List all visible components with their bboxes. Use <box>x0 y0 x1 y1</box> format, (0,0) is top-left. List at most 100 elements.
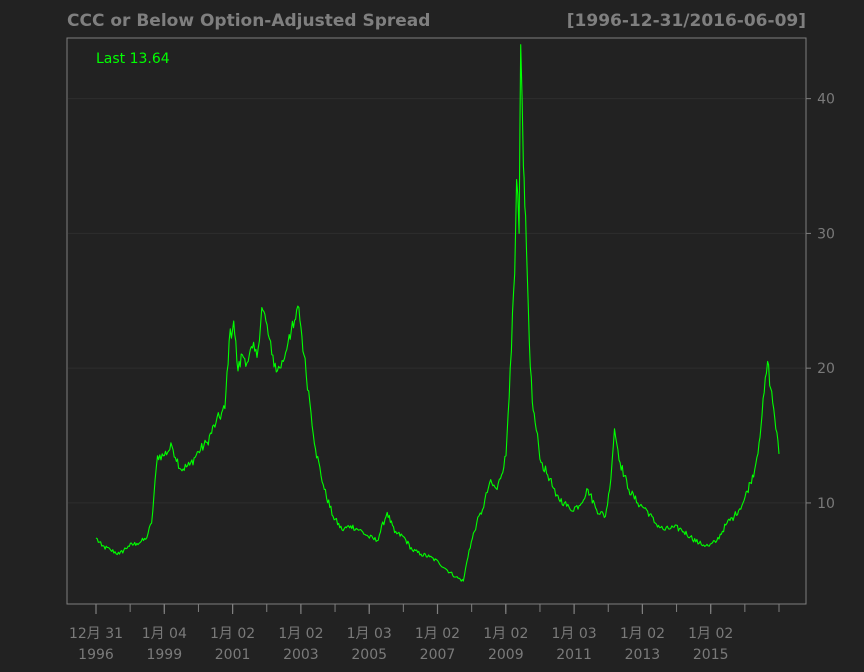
data-point <box>376 540 378 542</box>
x-tick-year-label: 2011 <box>556 647 592 663</box>
x-tick-year-label: 1996 <box>78 647 114 663</box>
data-point <box>733 515 735 517</box>
data-point <box>488 482 490 484</box>
data-point <box>515 178 517 180</box>
data-point <box>109 549 111 551</box>
data-point <box>531 401 533 403</box>
x-tick-year-label: 2001 <box>215 647 251 663</box>
data-point <box>778 453 780 455</box>
data-point <box>505 455 507 457</box>
data-point <box>619 461 621 463</box>
y-tick-label: 10 <box>817 496 835 512</box>
y-tick-label: 30 <box>817 226 835 242</box>
data-point <box>698 542 700 544</box>
data-point <box>156 455 158 457</box>
data-point <box>367 535 369 537</box>
data-point <box>206 441 208 443</box>
data-point <box>298 306 300 308</box>
date-range-label: [1996-12-31/2016-06-09] <box>567 11 806 31</box>
x-tick-label: 1月 02 <box>483 626 528 642</box>
data-point <box>708 545 710 547</box>
data-point <box>563 502 565 504</box>
data-point <box>292 327 294 329</box>
data-point <box>555 495 557 497</box>
x-tick-label: 1月 04 <box>142 626 187 642</box>
data-point <box>462 580 464 582</box>
x-tick-year-label: 2003 <box>283 647 319 663</box>
data-point <box>520 44 522 46</box>
series-layer <box>95 44 780 582</box>
data-point <box>645 509 647 511</box>
data-point <box>171 445 173 447</box>
data-point <box>587 488 589 490</box>
data-point <box>749 482 751 484</box>
data-point <box>162 455 164 457</box>
data-point <box>332 515 334 517</box>
data-point <box>350 525 352 527</box>
data-point <box>613 428 615 430</box>
x-tick-label: 1月 02 <box>210 626 255 642</box>
data-point <box>716 540 718 542</box>
data-point <box>455 576 457 578</box>
data-point <box>323 488 325 490</box>
y-tick-label: 40 <box>817 92 835 108</box>
data-point <box>758 441 760 443</box>
data-point <box>754 468 756 470</box>
data-point <box>136 542 138 544</box>
data-point <box>770 387 772 389</box>
x-tick-label: 1月 02 <box>278 626 323 642</box>
data-point <box>358 529 360 531</box>
data-point <box>314 448 316 450</box>
last-value-label: Last 13.64 <box>96 51 170 67</box>
data-point <box>680 529 682 531</box>
x-tick-label: 1月 02 <box>620 626 665 642</box>
data-point <box>476 522 478 524</box>
data-point <box>569 509 571 511</box>
data-point <box>101 545 103 547</box>
y-axis: 10 20 30 40 <box>806 92 835 512</box>
data-point <box>215 421 217 423</box>
data-point <box>411 549 413 551</box>
data-point <box>429 556 431 558</box>
data-point <box>604 515 606 517</box>
data-point <box>288 333 290 335</box>
data-point <box>524 205 526 207</box>
data-point <box>595 509 597 511</box>
data-point <box>481 509 483 511</box>
data-point <box>742 502 744 504</box>
data-point <box>256 356 258 358</box>
spread-series-line <box>95 44 780 582</box>
data-point <box>150 522 152 524</box>
data-point <box>420 553 422 555</box>
data-point <box>127 545 129 547</box>
data-point <box>637 502 639 504</box>
x-tick-label: 1月 02 <box>688 626 733 642</box>
data-point <box>689 535 691 537</box>
data-point <box>265 320 267 322</box>
data-point <box>261 306 263 308</box>
data-point <box>341 529 343 531</box>
data-point <box>514 273 516 275</box>
data-point <box>446 569 448 571</box>
data-point <box>241 354 243 356</box>
data-point <box>145 538 147 540</box>
data-point <box>437 561 439 563</box>
data-point <box>393 531 395 533</box>
data-point <box>578 504 580 506</box>
x-tick-year-label: 2007 <box>420 647 456 663</box>
data-point <box>726 522 728 524</box>
data-point <box>276 370 278 372</box>
x-tick-year-label: 2015 <box>693 647 729 663</box>
data-point <box>303 354 305 356</box>
data-point <box>496 488 498 490</box>
data-point <box>180 468 182 470</box>
data-point <box>518 232 520 234</box>
data-point <box>761 414 763 416</box>
x-tick-year-label: 2013 <box>625 647 661 663</box>
gridlines <box>68 98 805 504</box>
x-tick-label: 1月 02 <box>415 626 460 642</box>
x-tick-year-label: 1999 <box>146 647 182 663</box>
data-point <box>282 360 284 362</box>
data-point <box>540 461 542 463</box>
